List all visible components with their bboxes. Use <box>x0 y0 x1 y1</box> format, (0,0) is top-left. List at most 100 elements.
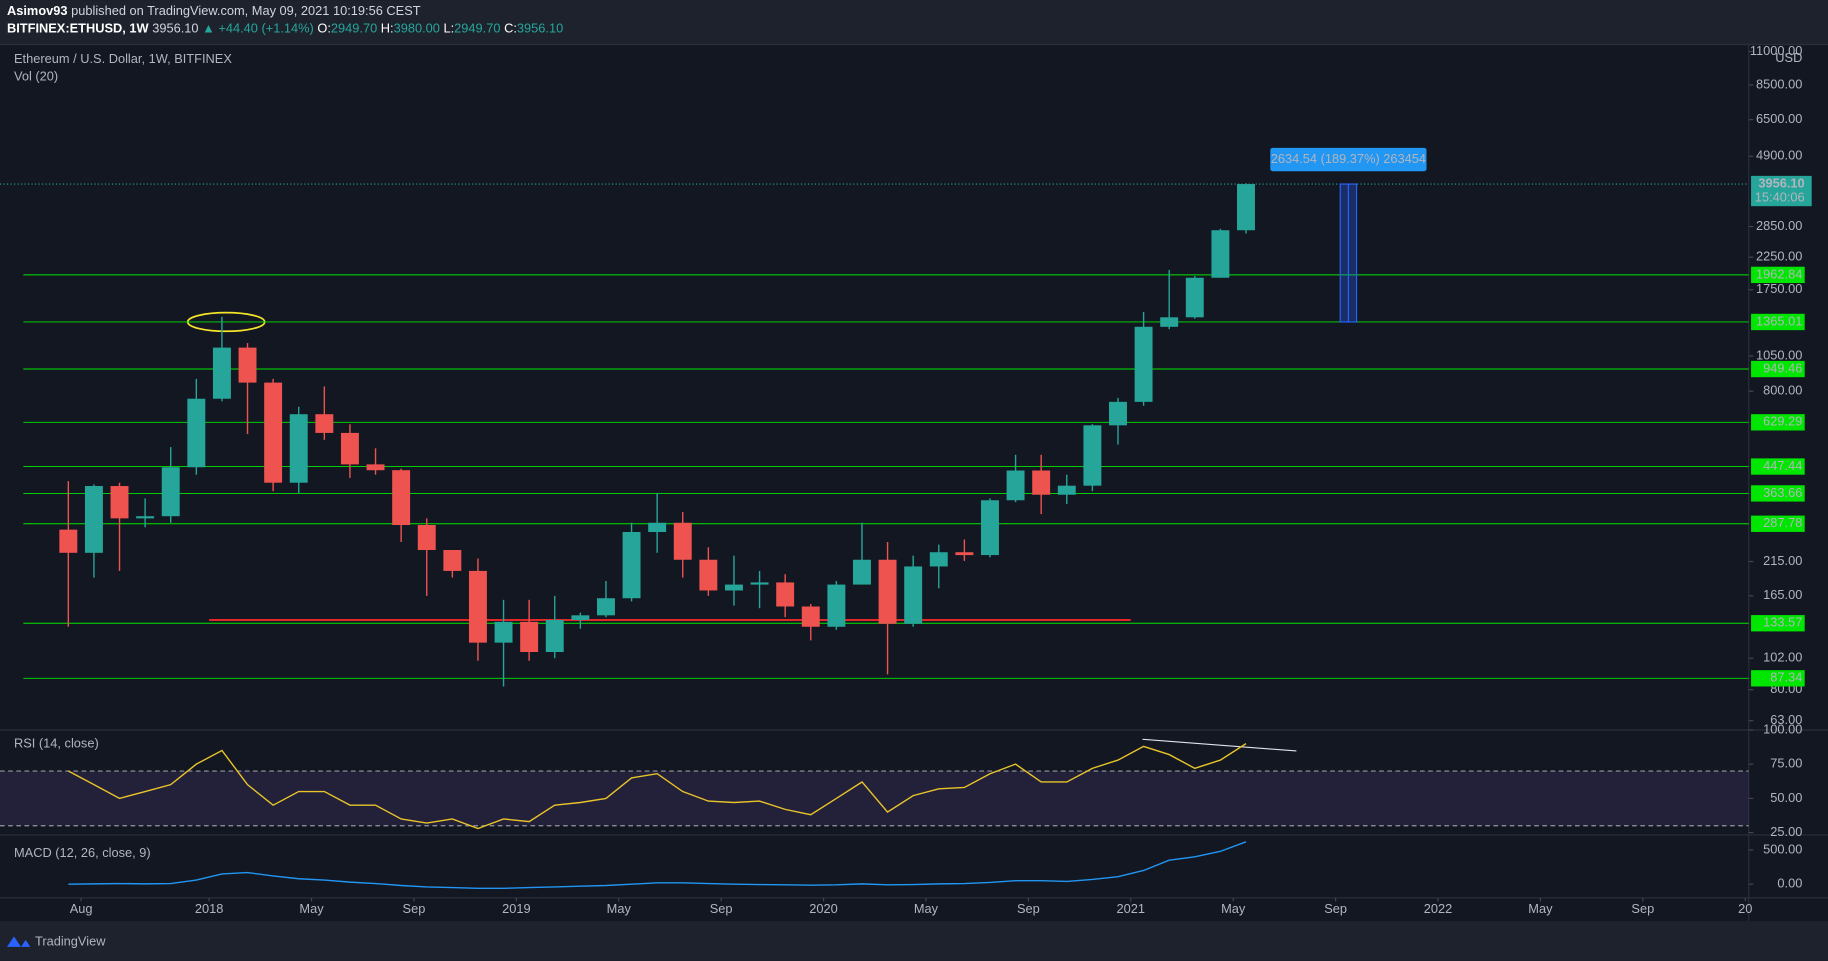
x-tick-label: 20 <box>1738 901 1752 916</box>
candle-body <box>494 621 513 643</box>
x-tick-label: Aug <box>70 901 93 916</box>
countdown: 15:40:06 <box>1755 189 1805 204</box>
header-bar <box>0 0 1828 45</box>
candle-body <box>417 525 436 551</box>
candle-body <box>1083 425 1102 486</box>
x-tick-label: May <box>1528 901 1553 916</box>
pane-group <box>0 743 1749 830</box>
candle-body <box>289 414 308 483</box>
level-label: 87.34 <box>1770 670 1802 685</box>
candle-body <box>468 570 487 643</box>
level-label-bg <box>1751 360 1805 378</box>
level-label-bg <box>1751 670 1805 687</box>
x-tick-label: 2021 <box>1117 901 1146 916</box>
x-tick-label: 2020 <box>809 901 838 916</box>
y-tick-label: 75.00 <box>1770 756 1802 771</box>
candle-body <box>1109 401 1127 426</box>
x-tick-label: Sep <box>1324 901 1347 916</box>
candle-body <box>1211 230 1230 278</box>
candle-body <box>110 486 129 519</box>
candle-body <box>801 606 820 627</box>
level-label-bg <box>1751 414 1805 431</box>
y-tick-label: 2250.00 <box>1756 249 1802 264</box>
candle-body <box>699 559 718 591</box>
candle-body <box>981 500 999 556</box>
y-tick-label: 1050.00 <box>1756 347 1802 362</box>
macd-title: MACD (12, 26, close, 9) <box>14 845 151 860</box>
y-tick-label: 165.00 <box>1763 587 1802 602</box>
measure-label: 2634.54 (189.37%) 263454 <box>1271 151 1426 166</box>
x-tick-label: Sep <box>710 901 733 916</box>
last-price-bg <box>1751 175 1812 207</box>
y-tick-label: 2850.00 <box>1756 218 1802 233</box>
x-tick-label: May <box>299 901 324 916</box>
candle-body <box>187 398 206 468</box>
y-tick-label: 6500.00 <box>1756 111 1802 126</box>
x-tick-label: May <box>607 901 632 916</box>
level-label: 363.66 <box>1763 485 1802 500</box>
level-label: 1962.84 <box>1756 266 1802 281</box>
candle-body <box>622 532 641 599</box>
level-label-bg <box>1751 485 1805 502</box>
x-tick-label: May <box>1221 901 1246 916</box>
y-tick-label: 4900.00 <box>1756 148 1802 163</box>
pane-group <box>0 183 1749 687</box>
candle-body <box>1160 317 1179 327</box>
candle-body <box>1237 184 1255 231</box>
ohlc-value: 3980.00 <box>394 21 440 36</box>
ohlc-label: O: <box>317 21 331 36</box>
header-line: Asimov93 published on TradingView.com, M… <box>7 3 421 18</box>
candle-body <box>264 382 283 483</box>
ohlc-label: L: <box>443 21 454 36</box>
level-label-bg <box>1751 313 1805 331</box>
candle-body <box>161 467 180 517</box>
y-tick-label: 0.00 <box>1777 876 1802 891</box>
x-tick-label: Sep <box>403 901 426 916</box>
level-label-bg <box>1751 266 1805 284</box>
candle-body <box>596 598 615 616</box>
last-price-label: 3956.10 <box>1758 175 1804 190</box>
indicator-line <box>68 841 1247 890</box>
ohlc-value: 2949.70 <box>331 21 377 36</box>
candle-body <box>366 464 385 471</box>
y-tick-label: 1750.00 <box>1756 281 1802 296</box>
indicator-line <box>67 743 1247 830</box>
y-tick-label: 100.00 <box>1763 721 1802 736</box>
level-label: 447.44 <box>1763 458 1802 473</box>
candle-body <box>878 559 897 624</box>
x-tick-label: 2022 <box>1424 901 1453 916</box>
candle-body <box>571 615 590 620</box>
candle-body <box>1032 470 1051 495</box>
candle-body <box>1006 470 1025 501</box>
candle-body <box>545 619 564 652</box>
y-tick-label: 50.00 <box>1770 790 1802 805</box>
ohlc-value: 3956.10 <box>517 21 563 36</box>
trend-line <box>1142 738 1297 752</box>
candle-body <box>955 552 974 556</box>
y-tick-label: 11000.00 <box>1750 43 1803 58</box>
candle-body <box>212 347 231 399</box>
candle-body <box>520 621 539 652</box>
footer-bar <box>0 921 1828 961</box>
candle-body <box>776 582 795 607</box>
ohlc-label: C: <box>504 21 517 36</box>
y-tick-label: 102.00 <box>1763 650 1802 665</box>
candle-body <box>853 559 871 585</box>
published: published on TradingView.com, May 09, 20… <box>71 3 421 18</box>
candle-body <box>443 550 462 571</box>
level-label-bg <box>1751 615 1805 632</box>
x-tick-label: May <box>914 901 939 916</box>
level-label: 949.46 <box>1763 360 1802 375</box>
candle-body <box>750 582 769 585</box>
candle-body <box>136 516 155 519</box>
symbol: BITFINEX:ETHUSD, 1W <box>7 21 150 36</box>
y-tick-label: 800.00 <box>1763 383 1802 398</box>
y-tick-label: 63.00 <box>1770 712 1802 727</box>
measure-label-bg <box>1270 147 1427 172</box>
level-label: 287.78 <box>1763 515 1802 530</box>
candle-body <box>929 552 948 567</box>
x-tick-label: 2019 <box>502 901 531 916</box>
x-tick-label: Sep <box>1631 901 1654 916</box>
